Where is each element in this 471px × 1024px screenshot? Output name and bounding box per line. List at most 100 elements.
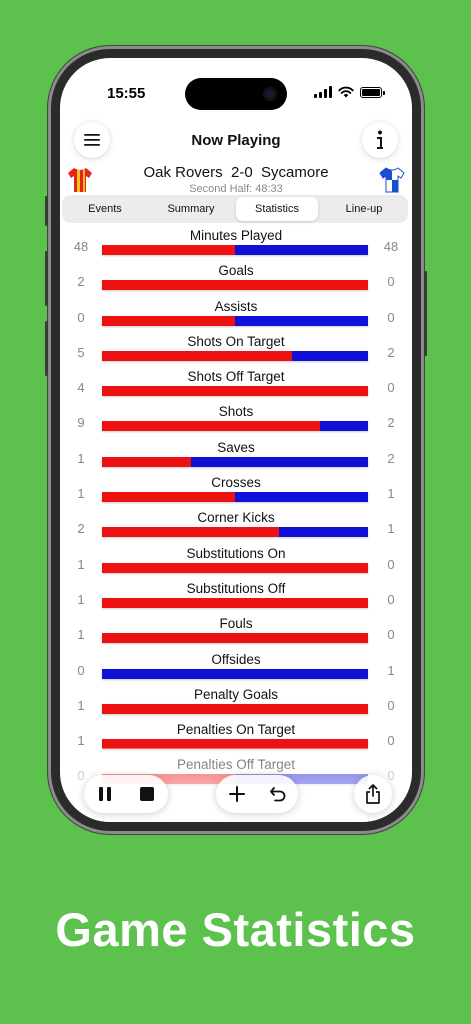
stat-away-value: 1	[387, 521, 395, 537]
stat-bar-away-segment	[279, 527, 368, 538]
stat-label: Corner Kicks	[197, 510, 275, 526]
stat-bar-home-segment	[102, 597, 368, 608]
stat-label: Crosses	[211, 475, 261, 491]
stat-bar-home-segment	[102, 386, 368, 397]
promo-caption: Game Statistics	[55, 903, 416, 956]
stat-label: Goals	[218, 263, 254, 279]
info-button[interactable]	[362, 122, 398, 158]
stat-home-value: 2	[77, 274, 85, 290]
stat-away-value: 0	[387, 591, 395, 607]
stat-bar	[102, 350, 368, 361]
match-period: Second Half: 48:33	[189, 183, 283, 195]
stat-bar	[102, 386, 368, 397]
stat-bar-home-segment	[102, 739, 368, 750]
app-screen: 15:55 No	[60, 58, 412, 822]
stat-home-value: 5	[77, 344, 85, 360]
plus-icon[interactable]	[228, 785, 246, 803]
stat-bar	[102, 245, 368, 255]
stat-row: 0 Assists 0	[60, 297, 412, 332]
stat-away-value: 48	[383, 239, 399, 254]
stat-home-value: 48	[73, 239, 89, 254]
info-icon	[377, 130, 383, 149]
stat-away-value: 0	[387, 380, 395, 396]
stat-label: Fouls	[219, 616, 253, 632]
stat-away-value: 1	[387, 486, 395, 502]
stat-home-value: 9	[77, 415, 85, 431]
stat-away-value: 0	[387, 309, 395, 325]
statistics-list: 48 Minutes Played 48 2 Goals 0 0 Assists 0 5 Shots…	[60, 226, 412, 791]
stat-home-value: 1	[77, 733, 85, 749]
stat-home-value: 1	[77, 627, 85, 643]
stat-label: Offsides	[211, 651, 261, 667]
stat-label: Substitutions On	[186, 545, 286, 561]
stat-away-value: 0	[387, 697, 395, 713]
stat-away-value: 0	[387, 274, 395, 290]
stat-row: 1 Crosses 1	[60, 473, 412, 508]
stat-bar	[102, 739, 368, 750]
stat-label: Penalty Goals	[193, 686, 279, 702]
stat-bar-home-segment	[102, 492, 235, 503]
volume-up-button	[45, 251, 48, 306]
stat-away-value: 0	[387, 733, 395, 749]
stat-row: 2 Corner Kicks 1	[60, 508, 412, 543]
stat-row: 1 Fouls 0	[60, 614, 412, 649]
stat-row: 4 Shots Off Target 0	[60, 367, 412, 402]
stat-away-value: 2	[387, 344, 395, 360]
stat-bar-home-segment	[102, 562, 368, 573]
stat-bar-away-segment	[102, 668, 368, 679]
stat-home-value: 4	[77, 380, 85, 396]
stat-home-value: 1	[77, 556, 85, 572]
stat-away-value: 2	[387, 415, 395, 431]
cellular-signal-icon	[314, 86, 332, 98]
stat-label: Substitutions Off	[186, 580, 286, 596]
stat-away-value: 0	[387, 627, 395, 643]
stat-home-value: 1	[77, 697, 85, 713]
stat-row: 1 Substitutions Off 0	[60, 579, 412, 614]
dynamic-island	[185, 78, 287, 110]
pause-icon[interactable]	[98, 786, 112, 802]
stat-away-value: 1	[387, 662, 395, 678]
tab-events[interactable]: Events	[88, 203, 122, 215]
tab-line-up[interactable]: Line-up	[345, 203, 383, 215]
stat-row: 5 Shots On Target 2	[60, 332, 412, 367]
stat-bar	[102, 703, 368, 714]
power-button	[424, 271, 427, 356]
share-button[interactable]	[354, 775, 392, 813]
stat-bar	[102, 456, 368, 467]
scoreline: Oak Rovers 2-0 Sycamore	[60, 164, 412, 181]
camera-icon	[263, 87, 277, 101]
stat-away-value: 0	[387, 556, 395, 572]
tab-summary[interactable]: Summary	[167, 203, 215, 215]
stat-label: Penalties On Target	[176, 722, 296, 738]
stat-bar-home-segment	[102, 456, 191, 467]
stat-bar-away-segment	[190, 456, 368, 467]
stat-bar	[102, 421, 368, 432]
stat-bar-away-segment	[235, 315, 368, 326]
stat-bar-home-segment	[102, 245, 235, 255]
stat-bar-home-segment	[102, 703, 368, 714]
stat-bar	[102, 527, 368, 538]
stat-bar-home-segment	[102, 350, 292, 361]
battery-icon	[360, 86, 385, 98]
menu-button[interactable]	[74, 122, 110, 158]
undo-icon[interactable]	[269, 785, 287, 803]
phone-frame: 15:55 No	[45, 46, 427, 834]
match-score: 2-0	[230, 164, 253, 181]
stat-bar	[102, 633, 368, 644]
away-team-name: Sycamore	[261, 164, 329, 181]
stat-bar	[102, 597, 368, 608]
tab-statistics[interactable]: Statistics	[236, 197, 318, 221]
stat-bar-away-segment	[319, 421, 368, 432]
away-team-kit-icon	[379, 167, 405, 193]
status-time: 15:55	[107, 85, 146, 102]
home-team-name: Oak Rovers	[143, 164, 223, 181]
stat-bar-away-segment	[291, 350, 368, 361]
stat-label: Saves	[217, 439, 255, 455]
stat-home-value: 2	[77, 521, 85, 537]
volume-down-button	[45, 321, 48, 376]
segmented-tabs: Events Summary Statistics Line-up	[62, 195, 408, 223]
stop-icon[interactable]	[139, 786, 155, 802]
stat-bar	[102, 280, 368, 291]
stat-bar-home-segment	[102, 315, 235, 326]
stat-home-value: 1	[77, 450, 85, 466]
